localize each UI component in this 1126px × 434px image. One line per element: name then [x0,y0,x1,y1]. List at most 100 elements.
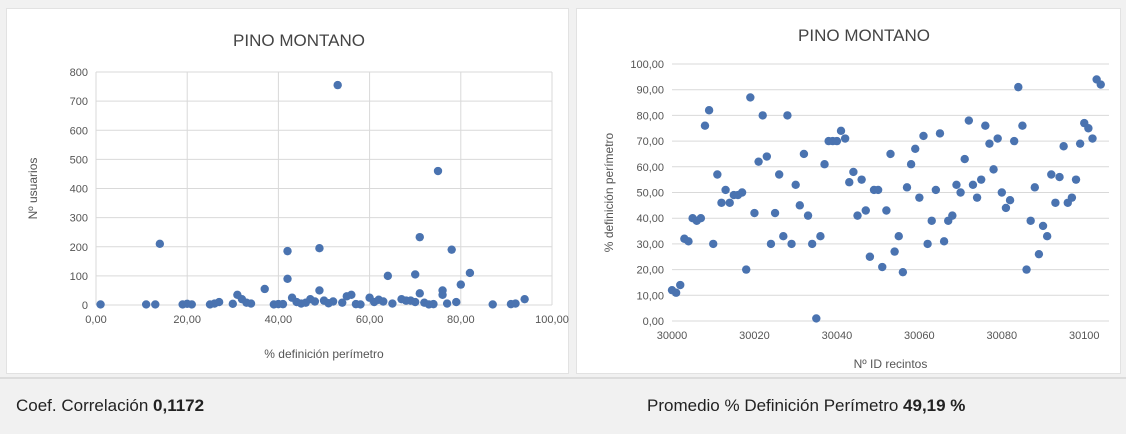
data-point [787,239,796,249]
x-axis-label: % definición perímetro [264,347,384,361]
data-point [1059,142,1068,151]
data-point [766,239,776,249]
data-point [1014,82,1023,92]
data-point [1022,265,1031,274]
data-point [873,185,883,195]
average-value: 49,19 % [903,396,966,415]
correlation-label: Coef. Correlación [16,396,154,415]
scatter-chart-recintos: PINO MONTANO 0,00 10,00 20,00 30,00 40,00 50,0… [602,26,1109,371]
x-tick-label: 60,00 [356,314,384,326]
data-point [972,193,982,202]
data-point [774,170,784,179]
data-point [964,116,974,125]
data-point [915,193,924,202]
scatter-chart-usuarios: PINO MONTANO 0 100 200 300 400 500 600 700 800 0,0… [26,31,569,361]
data-point [1067,193,1077,202]
data-point [923,239,932,249]
average-label: Promedio % Definición Perímetro [647,396,904,415]
footer-stats: Coef. Correlación 0,1172 Promedio % Defi… [0,380,1126,434]
data-point [328,297,338,306]
x-tick-label: 40,00 [265,314,293,326]
data-point [882,206,891,215]
data-point [754,157,763,166]
data-point [717,198,726,207]
y-tick-label: 40,00 [636,213,664,225]
y-tick-label: 0 [82,300,88,312]
data-point [260,284,269,294]
data-point [791,180,800,189]
data-point [214,297,224,307]
data-point [187,300,196,309]
x-tick-label: 100,00 [535,314,569,326]
data-point [836,126,846,136]
data-point [411,297,420,307]
data-point [857,175,866,184]
data-point [283,246,292,256]
x-tick-label: 30060 [904,330,935,342]
data-point [795,201,805,210]
data-point [315,244,324,253]
y-axis-label: % definición perímetro [602,132,616,252]
data-point [1071,175,1081,184]
data-point [671,288,681,297]
data-point [1018,121,1027,130]
data-point [700,121,710,130]
x-tick-label: 30020 [739,330,770,342]
data-point [968,180,978,189]
data-point [779,231,788,241]
data-point [676,280,685,290]
data-point [981,121,990,130]
data-point [283,274,292,283]
data-point [898,267,908,277]
data-point [438,290,447,300]
y-tick-label: 100,00 [630,59,664,71]
right-chart-panel: PINO MONTANO 0,00 10,00 20,00 30,00 40,00 50,0… [576,8,1121,374]
data-point [783,111,792,120]
data-point [315,286,324,295]
data-point [1026,216,1035,225]
data-point [1088,134,1097,143]
data-point [1001,203,1011,213]
data-point [993,134,1002,143]
data-point [141,300,151,309]
data-point [721,185,730,195]
data-point [333,80,342,90]
data-point [878,262,887,272]
data-point [310,297,320,306]
data-point [770,208,780,218]
data-point [520,294,529,304]
data-point [488,300,497,309]
data-point [1084,124,1093,133]
data-point [762,152,772,161]
data-point [356,300,365,309]
y-tick-label: 700 [70,96,88,108]
data-point [1055,172,1064,182]
data-point [411,270,420,279]
data-point [902,183,912,192]
data-point [956,188,965,197]
data-point [799,149,809,159]
data-point [433,166,443,176]
average-stat: Promedio % Definición Perímetro 49,19 % [647,396,965,416]
data-point [890,247,899,256]
data-point [886,149,895,159]
data-point [960,154,969,164]
data-point [919,131,928,141]
data-point [750,208,759,218]
data-point [713,170,722,179]
data-point [840,134,850,143]
data-point [1030,183,1039,192]
data-point [758,111,767,120]
data-point [948,211,957,220]
data-point [696,214,706,223]
data-point [1051,198,1060,207]
data-point [1096,80,1105,89]
y-tick-label: 800 [70,67,88,79]
data-point [725,198,734,207]
y-axis-label: Nº usuarios [26,158,40,220]
y-tick-label: 20,00 [636,265,664,277]
data-point [465,268,475,278]
data-point [228,299,237,309]
data-point [388,299,397,308]
data-point [894,231,903,241]
